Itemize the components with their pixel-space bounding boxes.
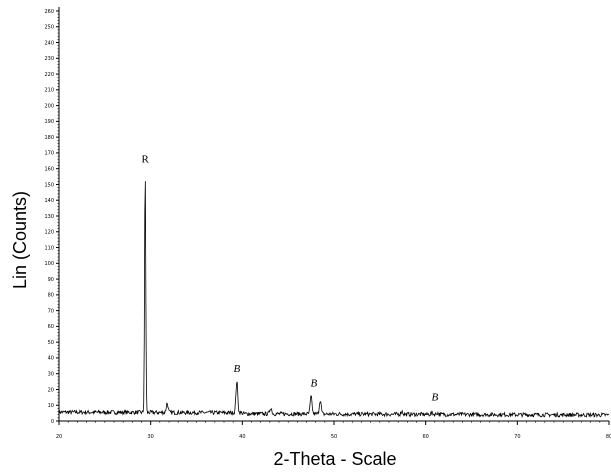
y-tick-label: 100 [44, 261, 54, 267]
y-tick-label: 230 [44, 56, 54, 62]
y-tick-label: 70 [48, 308, 54, 314]
x-tick-label: 50 [331, 434, 337, 440]
y-axis: 0 10 20 30 40 50 60 70 80 90 100 110 120 130 140 150 160… [44, 7, 60, 425]
x-tick-label: 30 [147, 434, 153, 440]
peak-label-B: B [431, 392, 438, 404]
x-axis: 20 30 40 50 60 70 80 [56, 420, 611, 440]
y-tick-label: 50 [48, 340, 54, 346]
y-tick-label: 160 [44, 166, 54, 172]
y-tick-label: 90 [48, 277, 54, 283]
y-tick-label: 120 [44, 230, 54, 236]
y-tick-label: 190 [44, 119, 54, 125]
y-tick-label: 170 [44, 151, 54, 157]
y-tick-label: 40 [48, 356, 54, 362]
y-tick-label: 150 [44, 182, 54, 188]
y-tick-label: 130 [44, 214, 54, 220]
peak-label-B: B [233, 363, 240, 375]
peak-label-R: R [141, 153, 149, 165]
y-tick-label: 180 [44, 135, 54, 141]
y-tick-label: 260 [44, 9, 54, 15]
y-tick-label: 80 [48, 293, 54, 299]
y-tick-label: 30 [48, 371, 54, 377]
y-axis-title: Lin (Counts) [10, 191, 30, 289]
y-tick-label: 210 [44, 88, 54, 94]
x-tick-label: 70 [514, 434, 520, 440]
y-tick-label: 140 [44, 198, 54, 204]
y-tick-label: 20 [48, 387, 54, 393]
y-tick-label: 250 [44, 25, 54, 31]
y-tick-label: 220 [44, 72, 54, 78]
x-tick-label: 40 [239, 434, 245, 440]
x-tick-label: 20 [56, 434, 62, 440]
y-tick-label: 10 [48, 403, 54, 409]
y-tick-label: 0 [51, 419, 54, 425]
x-tick-label: 80 [606, 434, 611, 440]
y-tick-label: 110 [44, 245, 54, 251]
y-tick-label: 60 [48, 324, 54, 330]
peak-label-B: B [310, 377, 317, 389]
y-tick-label: 200 [44, 103, 54, 109]
y-tick-label: 240 [44, 40, 54, 46]
series-line-0 [58, 181, 610, 419]
series-layer [58, 181, 610, 419]
x-axis-title: 2-Theta - Scale [273, 449, 396, 469]
annotation-layer: R B B B [141, 153, 438, 403]
x-tick-label: 60 [422, 434, 428, 440]
